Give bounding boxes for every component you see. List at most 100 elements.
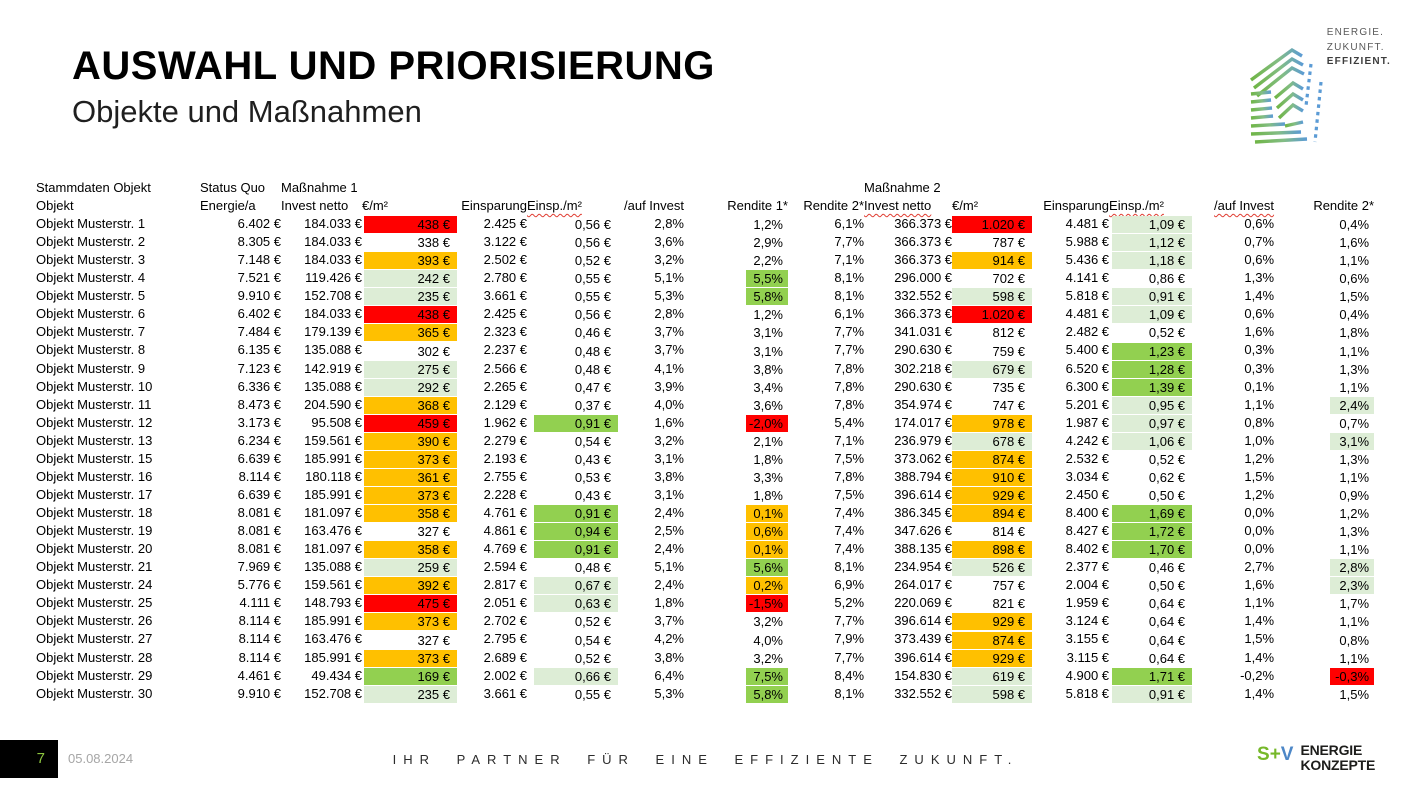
cell-m1-einsparung: 3.661 € xyxy=(483,288,527,304)
cell-m1-rendite1: 1,8% xyxy=(684,486,788,504)
cell-m2-eur-m2: 747 € xyxy=(952,396,1032,414)
cell-m2-rendite2: 1,2% xyxy=(1274,504,1374,522)
objekt-label: Objekt Musterstr. 21 xyxy=(36,559,153,575)
cell-m2-einsparung: 3.155 € xyxy=(1065,631,1110,647)
cell-m1-rendite2: 7,7% xyxy=(834,324,865,340)
cell-m1-einsparung: 2.689 € xyxy=(483,649,527,665)
cell-m2-invest-netto: 341.031 € xyxy=(894,324,953,340)
value-box: 1,72 € xyxy=(1112,523,1193,541)
objekt-label: Objekt Musterstr. 4 xyxy=(36,270,146,286)
cell-m2-rendite2: 1,1% xyxy=(1274,251,1374,269)
cell-m2-invest-netto: 388.135 € xyxy=(894,541,953,557)
cell-m1-auf-invest: 2,8% xyxy=(654,216,684,232)
cell-m1-rendite2: 7,8% xyxy=(834,378,865,394)
value-box: 1,8% xyxy=(1339,325,1370,341)
sv-v: V xyxy=(1280,744,1294,765)
value-box: 1,71 € xyxy=(1112,667,1193,685)
value-box: 275 € xyxy=(364,360,457,378)
cell-m2-einsparung: 2.004 € xyxy=(1065,577,1110,593)
value-box: 393 € xyxy=(364,252,457,270)
value-box: 3,1% xyxy=(753,343,783,359)
value-box: 2,4% xyxy=(1330,396,1375,414)
value-box: 0,2% xyxy=(746,577,788,595)
value-box: 0,91 € xyxy=(534,414,618,432)
value-box: 0,91 € xyxy=(534,505,618,523)
value-box: 1,69 € xyxy=(1112,505,1193,523)
value-box: 390 € xyxy=(364,432,457,450)
cell-m2-rendite2: 1,5% xyxy=(1274,685,1374,703)
cell-m1-invest-netto: 148.793 € xyxy=(304,595,362,611)
cell-m2-rendite2: 2,3% xyxy=(1274,576,1375,595)
cell-m1-einsparung: 2.002 € xyxy=(483,667,527,683)
table-row: Objekt Musterstr. 10 6.336 € 135.088 €292 … xyxy=(36,378,1374,396)
value-box: 2,1% xyxy=(753,433,783,449)
cell-m2-einsp-m2: 0,52 € xyxy=(1109,323,1192,341)
value-box: 759 € xyxy=(992,343,1026,359)
value-box: 0,50 € xyxy=(1148,578,1186,594)
cell-m2-rendite2: 1,1% xyxy=(1274,341,1374,359)
cell-m1-auf-invest: 4,2% xyxy=(654,631,684,647)
cell-m1-auf-invest: 3,2% xyxy=(654,432,684,448)
page-number-box: 7 xyxy=(0,740,58,778)
cell-m1-einsp-m2: 0,47 € xyxy=(527,378,618,396)
cell-m1-rendite1: 3,3% xyxy=(684,468,788,486)
cell-m1-invest-netto: 180.118 € xyxy=(305,468,362,484)
value-box: -0,3% xyxy=(1330,667,1375,685)
cell-m1-einsp-m2: 0,54 € xyxy=(527,630,618,648)
cell-m2-invest-netto: 296.000 € xyxy=(894,270,953,286)
cell-m2-einsparung: 1.959 € xyxy=(1065,595,1110,611)
value-box: 1,70 € xyxy=(1112,541,1193,559)
cell-m1-rendite2: 8,4% xyxy=(834,667,865,683)
value-box: 1,7% xyxy=(1339,596,1370,612)
cell-m1-invest-netto: 181.097 € xyxy=(304,505,362,521)
cell-energie-a: 8.081 € xyxy=(237,505,281,521)
cell-m2-auf-invest: 0,6% xyxy=(1244,252,1275,268)
cell-m1-rendite1: 1,2% xyxy=(684,215,788,233)
value-box: 5,8% xyxy=(746,288,788,306)
cell-m2-invest-netto: 396.614 € xyxy=(894,486,953,502)
cell-m2-rendite2: 0,4% xyxy=(1274,305,1374,323)
value-box: 702 € xyxy=(992,271,1026,287)
cell-m1-auf-invest: 2,4% xyxy=(654,577,684,593)
value-box: 0,95 € xyxy=(1112,396,1193,414)
cell-m2-auf-invest: 0,0% xyxy=(1244,541,1275,557)
value-box: 1,39 € xyxy=(1112,378,1193,396)
cell-m1-auf-invest: 3,1% xyxy=(654,486,684,502)
value-box: 0,48 € xyxy=(574,361,611,377)
cell-m2-eur-m2: 914 € xyxy=(952,251,1033,270)
cell-m1-einsp-m2: 0,48 € xyxy=(527,558,618,576)
table-row: Objekt Musterstr. 6 6.402 € 184.033 €438 €… xyxy=(36,305,1374,324)
cell-m2-rendite2: 1,1% xyxy=(1274,378,1374,396)
value-box: 7,5% xyxy=(746,667,788,685)
value-box: 1,09 € xyxy=(1112,306,1193,324)
table-row: Objekt Musterstr. 19 8.081 € 163.476 € 327 … xyxy=(36,522,1374,541)
value-box: 373 € xyxy=(364,613,457,631)
cell-m2-einsp-m2: 1,28 € xyxy=(1109,360,1193,378)
cell-m2-auf-invest: 0,0% xyxy=(1244,523,1275,539)
cell-m1-auf-invest: 6,4% xyxy=(654,667,684,683)
cell-m2-eur-m2: 678 € xyxy=(952,432,1033,450)
column-header-m2-einsparung: Einsparung xyxy=(1043,198,1110,213)
cell-m1-eur-m2: 373 € xyxy=(362,649,457,667)
value-box: 358 € xyxy=(364,505,457,523)
cell-m2-eur-m2: 757 € xyxy=(952,576,1032,594)
cell-m1-einsp-m2: 0,37 € xyxy=(527,396,618,414)
cell-m1-auf-invest: 3,7% xyxy=(654,342,684,358)
cell-m1-einsp-m2: 0,53 € xyxy=(527,468,618,486)
sv-energiekonzepte-logo: S+V ENERGIE KONZEPTE xyxy=(1257,742,1375,773)
cell-m2-einsp-m2: 0,64 € xyxy=(1109,630,1192,648)
cell-m2-rendite2: 2,4% xyxy=(1274,396,1375,414)
cell-m1-rendite1: 5,8% xyxy=(684,685,788,703)
cell-m2-einsparung: 5.818 € xyxy=(1065,685,1110,701)
value-box: 358 € xyxy=(364,541,457,559)
cell-m2-auf-invest: 1,4% xyxy=(1244,649,1275,665)
table-row: Objekt Musterstr. 3 7.148 € 184.033 €393 €… xyxy=(36,251,1374,270)
value-box: 0,54 € xyxy=(574,632,611,648)
cell-energie-a: 6.402 € xyxy=(237,306,281,322)
value-box: 1,1% xyxy=(1339,343,1370,359)
column-header-m2-auf-invest: /auf Invest xyxy=(1214,198,1275,213)
cell-m1-invest-netto: 184.033 € xyxy=(304,306,362,322)
cell-m2-einsp-m2: 1,70 € xyxy=(1109,540,1193,559)
cell-m1-einsparung: 2.228 € xyxy=(483,486,527,502)
cell-m1-einsp-m2: 0,66 € xyxy=(527,667,618,685)
